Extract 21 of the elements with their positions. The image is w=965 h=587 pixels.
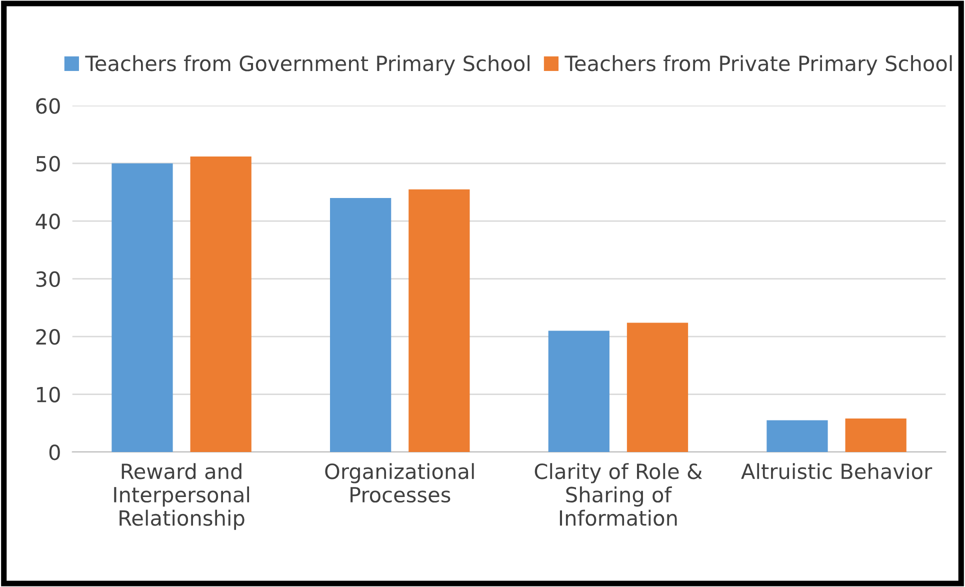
bar (626, 322, 688, 452)
y-tick-label: 20 (36, 329, 60, 345)
bar (766, 420, 828, 452)
bar (190, 156, 252, 452)
y-tick-label: 30 (36, 271, 60, 288)
y-tick-label: 0 (49, 444, 60, 460)
x-tick-label: Reward and Interpersonal Relationship (114, 463, 250, 530)
x-tick-label: Organizational Processes (325, 463, 474, 503)
x-tick-label: Clarity of Role & Sharing of Information (534, 463, 702, 526)
x-tick-label: Altruistic Behavior (741, 463, 932, 480)
y-tick-label: 60 (36, 98, 60, 114)
bar (548, 330, 610, 452)
y-tick-label: 40 (36, 214, 60, 230)
bar (330, 198, 392, 452)
legend-label: Teachers from Private Primary School (564, 55, 952, 76)
bar (845, 418, 906, 452)
y-tick-label: 50 (36, 156, 60, 172)
y-tick-label: 10 (37, 386, 60, 402)
bar (112, 163, 173, 452)
bar (408, 189, 470, 452)
legend-label: Teachers from Government Primary School (85, 55, 530, 76)
